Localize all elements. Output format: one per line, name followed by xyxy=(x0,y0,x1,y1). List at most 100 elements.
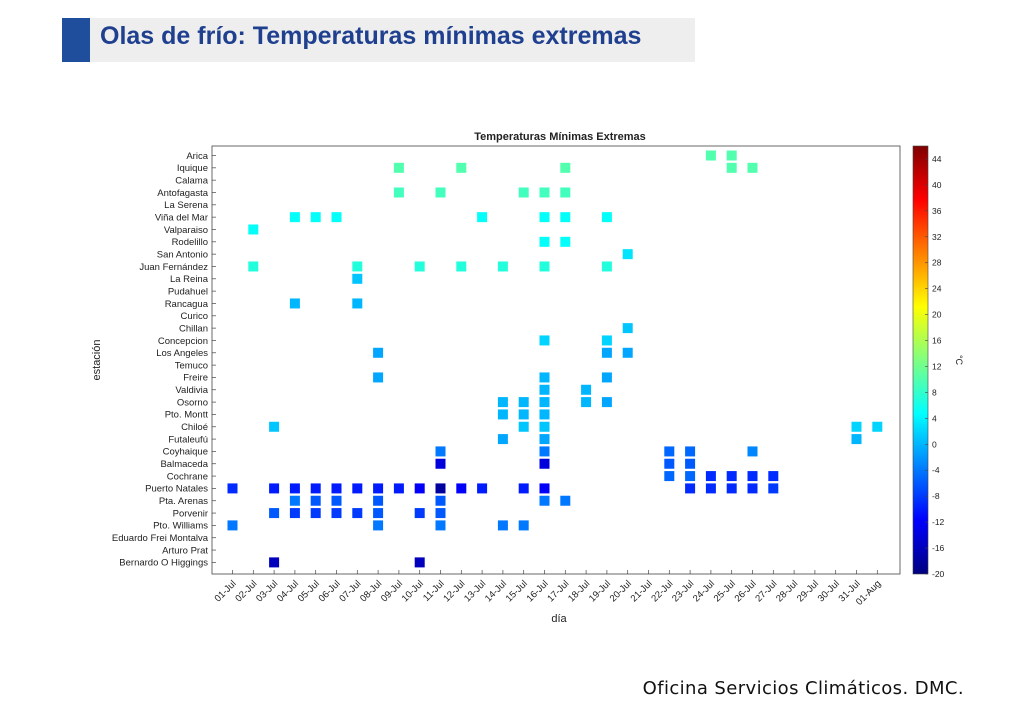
colorbar-tick-label: 16 xyxy=(932,336,942,346)
y-tick-label: Calama xyxy=(175,175,208,186)
x-tick-label: 19-Jul xyxy=(587,578,613,604)
heatmap-cell xyxy=(456,261,467,272)
heatmap-cell xyxy=(747,471,758,482)
slide-title: Olas de frío: Temperaturas mínimas extre… xyxy=(100,22,642,50)
colorbar-tick-label: -8 xyxy=(932,491,940,501)
x-tick-label: 07-Jul xyxy=(337,578,363,604)
y-tick-label: Bernardo O Higgings xyxy=(119,558,208,569)
heatmap-cell xyxy=(352,261,363,272)
heatmap-cell xyxy=(477,483,488,494)
heatmap-cell xyxy=(581,397,592,408)
heatmap-cell xyxy=(393,187,404,198)
x-tick-label: 13-Jul xyxy=(462,578,488,604)
heatmap-cell xyxy=(726,483,737,494)
heatmap-cell xyxy=(726,150,737,161)
heatmap-cell xyxy=(685,483,696,494)
heatmap-cell xyxy=(456,162,467,173)
heatmap-cell xyxy=(497,434,508,445)
heatmap-cell xyxy=(539,421,550,432)
heatmap-cell xyxy=(539,372,550,383)
colorbar-tick-label: 44 xyxy=(932,154,942,164)
heatmap-cell xyxy=(352,273,363,284)
heatmap-cell xyxy=(435,458,446,469)
x-tick-label: 16-Jul xyxy=(525,578,551,604)
y-tick-label: San Antonio xyxy=(157,249,208,260)
heatmap-cell xyxy=(539,236,550,247)
y-axis-label: estación xyxy=(91,340,103,381)
heatmap-cell xyxy=(331,508,342,519)
heatmap-cell xyxy=(601,212,612,223)
heatmap-cell xyxy=(726,471,737,482)
heatmap-cell xyxy=(414,483,425,494)
heatmap-cell xyxy=(352,508,363,519)
footer-credit: Oficina Servicios Climáticos. DMC. xyxy=(642,678,964,699)
colorbar-tick-label: 20 xyxy=(932,310,942,320)
heatmap-cell xyxy=(539,212,550,223)
y-tick-label: Pta. Arenas xyxy=(159,496,208,507)
y-tick-label: Pto. Montt xyxy=(165,410,209,421)
heatmap-cell xyxy=(414,261,425,272)
heatmap-cell xyxy=(539,483,550,494)
heatmap-cell xyxy=(685,471,696,482)
colorbar-tick-label: -4 xyxy=(932,465,940,475)
title-accent-bar xyxy=(62,18,90,62)
x-tick-label: 18-Jul xyxy=(566,578,592,604)
x-tick-label: 26-Jul xyxy=(733,578,759,604)
y-tick-label: Concepcion xyxy=(158,336,208,347)
heatmap-cell xyxy=(373,372,384,383)
x-axis: 01-Jul02-Jul03-Jul04-Jul05-Jul06-Jul07-J… xyxy=(213,570,883,608)
chart-title: Temperaturas Mínimas Extremas xyxy=(474,131,646,143)
heatmap-cell xyxy=(685,446,696,457)
title-band xyxy=(62,18,695,62)
heatmap-cell xyxy=(685,458,696,469)
x-tick-label: 05-Jul xyxy=(296,578,322,604)
heatmap-cell xyxy=(310,212,321,223)
x-tick-label: 12-Jul xyxy=(441,578,467,604)
y-tick-label: Chiloé xyxy=(181,422,208,433)
colorbar-tick-label: 24 xyxy=(932,284,942,294)
heatmap-cell xyxy=(560,236,571,247)
x-tick-label: 25-Jul xyxy=(712,578,738,604)
x-tick-label: 30-Jul xyxy=(816,578,842,604)
x-tick-label: 23-Jul xyxy=(670,578,696,604)
colorbar-tick-label: 32 xyxy=(932,232,942,242)
y-tick-label: Futaleufú xyxy=(168,434,208,445)
heatmap-cell xyxy=(373,347,384,358)
heatmap-cell xyxy=(560,162,571,173)
heatmap-cell xyxy=(747,446,758,457)
x-tick-label: 04-Jul xyxy=(275,578,301,604)
colorbar-ticks: -20 -16 -12 -8 -4 0 4 8 12 16 20 24 28 32 36 40 44 xyxy=(925,154,945,579)
heatmap-cell xyxy=(310,508,321,519)
heatmap-cell xyxy=(622,347,633,358)
y-tick-label: Los Angeles xyxy=(156,348,208,359)
heatmap-cell xyxy=(539,397,550,408)
heatmap-cell xyxy=(435,495,446,506)
y-tick-label: Rancagua xyxy=(165,299,209,310)
x-tick-label: 11-Jul xyxy=(421,578,447,604)
heatmap-cell xyxy=(601,347,612,358)
heatmap-cell xyxy=(622,323,633,334)
heatmap-cell xyxy=(872,421,883,432)
heatmap-cell xyxy=(664,446,675,457)
heatmap-cell xyxy=(248,224,259,235)
y-tick-label: Viña del Mar xyxy=(155,212,208,223)
heatmap-cell xyxy=(560,187,571,198)
heatmap-cell xyxy=(705,471,716,482)
x-tick-label: 29-Jul xyxy=(795,578,821,604)
heatmap-cell xyxy=(310,495,321,506)
heatmap-cell xyxy=(747,483,758,494)
heatmap-cell xyxy=(539,446,550,457)
heatmap-cell xyxy=(539,409,550,420)
heatmap-cell xyxy=(310,483,321,494)
heatmap-cell xyxy=(414,508,425,519)
heatmap-cell xyxy=(331,483,342,494)
colorbar-tick-label: 8 xyxy=(932,387,937,397)
heatmap-cell xyxy=(518,397,529,408)
y-tick-label: Arica xyxy=(186,151,208,162)
heatmap-cell xyxy=(622,249,633,260)
y-tick-label: Iquique xyxy=(177,163,208,174)
y-tick-label: Porvenir xyxy=(173,508,208,519)
heatmap-cell xyxy=(227,520,238,531)
heatmap-cell xyxy=(289,508,300,519)
